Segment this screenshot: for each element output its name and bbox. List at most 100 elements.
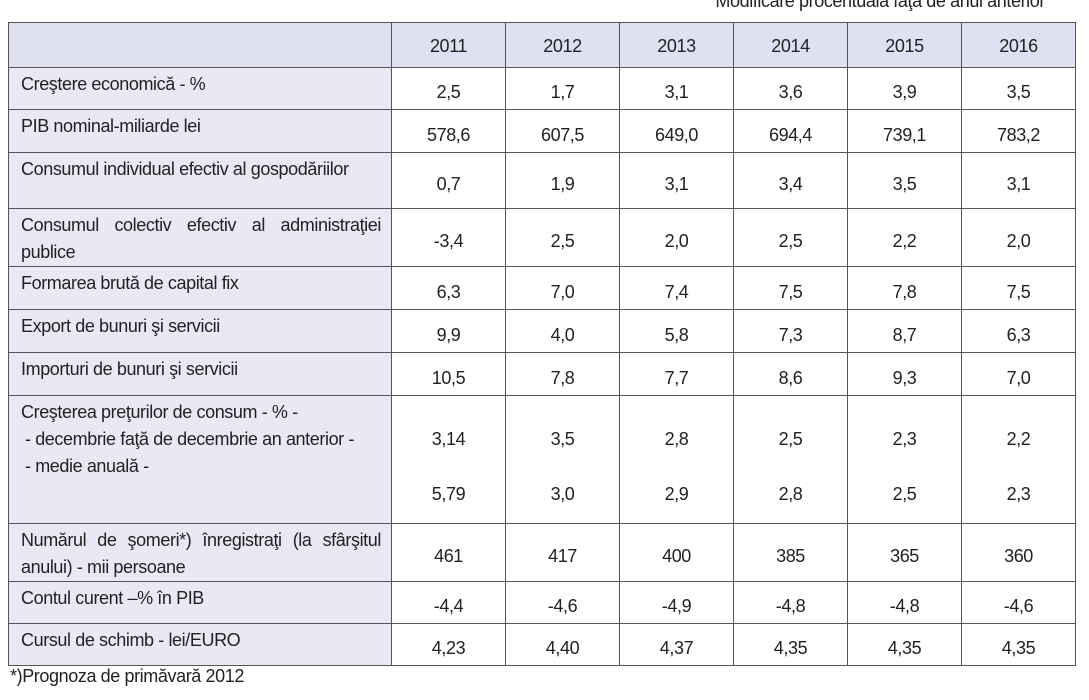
label-line: - medie anuală - <box>25 456 149 476</box>
value-cell: 7,5 <box>961 266 1076 310</box>
value-cell: 607,5 <box>505 109 620 153</box>
row-label: Contul curent –% în PIB <box>8 581 392 624</box>
value-cell: -4,9 <box>619 581 734 624</box>
table-row: PIB nominal-miliarde lei 578,6 607,5 649,0 6… <box>8 109 1076 153</box>
label-line: Numărul de şomeri*) înregistraţi (la sfâ… <box>21 530 381 577</box>
year-header: 2013 <box>619 22 734 68</box>
cell-value: 2,8 <box>778 484 803 504</box>
row-label: Cursul de schimb - lei/EURO <box>8 623 392 666</box>
table-row: Consumul individual efectiv al gospodări… <box>8 152 1076 209</box>
value-cell: 0,7 <box>391 152 506 209</box>
label-line: - decembrie faţă de decembrie an anterio… <box>25 429 354 449</box>
cell-value: 2,5 <box>778 429 803 449</box>
value-cell: 3,5 <box>847 152 962 209</box>
value-cell: 7,8 <box>847 266 962 310</box>
value-cell: 3,5 3,0 <box>505 395 620 524</box>
table-body: 2011 2012 2013 2014 2015 2016 Creştere economi… <box>8 22 1076 666</box>
value-cell: 8,6 <box>733 352 848 396</box>
value-cell: 694,4 <box>733 109 848 153</box>
cell-value: 5,79 <box>431 484 466 504</box>
value-cell: 3,5 <box>961 67 1076 110</box>
value-cell: 10,5 <box>391 352 506 396</box>
value-cell: 2,2 2,3 <box>961 395 1076 524</box>
cell-value: 2,5 <box>892 484 917 504</box>
table-row: Formarea brută de capital fix 6,3 7,0 7,4 7,… <box>8 266 1076 310</box>
cell-value: 2,3 <box>1006 484 1031 504</box>
table-row: Contul curent –% în PIB -4,4 -4,6 -4,9 -4,8-… <box>8 581 1076 624</box>
value-cell: 2,0 <box>619 208 734 267</box>
data-table: 2011 2012 2013 2014 2015 2016 Creştere economi… <box>8 22 1076 666</box>
label-line: Importuri de bunuri şi servicii <box>21 359 238 379</box>
value-cell: 7,8 <box>505 352 620 396</box>
corner-cell <box>8 22 392 68</box>
value-cell: 8,7 <box>847 309 962 353</box>
footnote: *)Prognoza de primăvară 2012 <box>10 666 244 686</box>
value-cell: 1,7 <box>505 67 620 110</box>
value-cell: 2,5 <box>733 208 848 267</box>
value-cell: 5,8 <box>619 309 734 353</box>
row-label: PIB nominal-miliarde lei <box>8 109 392 153</box>
label-line: PIB nominal-miliarde lei <box>21 116 201 136</box>
value-cell: 9,9 <box>391 309 506 353</box>
value-cell: 2,5 2,8 <box>733 395 848 524</box>
value-cell: 400 <box>619 523 734 582</box>
row-label: Consumul colectiv efectiv al administraţ… <box>8 208 392 267</box>
value-cell: 385 <box>733 523 848 582</box>
value-cell: 2,5 <box>391 67 506 110</box>
label-line: Contul curent –% în PIB <box>21 588 204 608</box>
value-cell: 3,6 <box>733 67 848 110</box>
value-cell: -4,6 <box>961 581 1076 624</box>
value-cell: 7,0 <box>961 352 1076 396</box>
value-cell: 739,1 <box>847 109 962 153</box>
value-cell: 360 <box>961 523 1076 582</box>
table-row: Export de bunuri şi servicii 9,9 4,0 5,8 7,3… <box>8 309 1076 353</box>
value-cell: 4,35 <box>847 623 962 666</box>
label-line: Creşterea preţurilor de consum - % - <box>21 402 298 422</box>
value-cell: 4,35 <box>733 623 848 666</box>
value-cell: 3,14 5,79 <box>391 395 506 524</box>
value-cell: 3,1 <box>961 152 1076 209</box>
label-line: Consumul colectiv efectiv al administraţ… <box>21 215 381 262</box>
year-header: 2012 <box>505 22 620 68</box>
row-label: Creşterea preţurilor de consum - % - - de… <box>8 395 392 524</box>
value-cell: 3,9 <box>847 67 962 110</box>
value-cell: 2,0 <box>961 208 1076 267</box>
value-cell: 2,2 <box>847 208 962 267</box>
cell-value: 3,14 <box>431 429 466 449</box>
value-cell: 2,5 <box>505 208 620 267</box>
value-cell: 4,0 <box>505 309 620 353</box>
value-cell: 6,3 <box>391 266 506 310</box>
value-cell: 4,23 <box>391 623 506 666</box>
row-label: Creştere economică - % <box>8 67 392 110</box>
value-cell: 7,3 <box>733 309 848 353</box>
year-header: 2015 <box>847 22 962 68</box>
value-cell: 3,1 <box>619 152 734 209</box>
value-cell: -4,6 <box>505 581 620 624</box>
row-label: Consumul individual efectiv al gospodări… <box>8 152 392 209</box>
value-cell: 3,1 <box>619 67 734 110</box>
value-cell: 7,5 <box>733 266 848 310</box>
cell-value: 3,5 <box>550 429 575 449</box>
value-cell: 1,9 <box>505 152 620 209</box>
value-cell: 7,7 <box>619 352 734 396</box>
table-row: Consumul colectiv efectiv al administraţ… <box>8 208 1076 267</box>
value-cell: 7,0 <box>505 266 620 310</box>
row-label: Numărul de şomeri*) înregistraţi (la sfâ… <box>8 523 392 582</box>
value-cell: -4,8 <box>847 581 962 624</box>
value-cell: 783,2 <box>961 109 1076 153</box>
cell-value: 2,2 <box>1006 429 1031 449</box>
label-line: Creştere economică - % <box>21 74 206 94</box>
year-header: 2011 <box>391 22 506 68</box>
cell-value: 2,9 <box>664 484 689 504</box>
year-header: 2014 <box>733 22 848 68</box>
value-cell: 4,37 <box>619 623 734 666</box>
value-cell: -4,4 <box>391 581 506 624</box>
note: Modificare procentuală faţă de anul ante… <box>715 0 1045 11</box>
value-cell: 9,3 <box>847 352 962 396</box>
label-line: Formarea brută de capital fix <box>21 273 239 293</box>
value-cell: -4,8 <box>733 581 848 624</box>
table-row: Creşterea preţurilor de consum - % - - de… <box>8 395 1076 524</box>
value-cell: 4,40 <box>505 623 620 666</box>
year-header: 2016 <box>961 22 1076 68</box>
